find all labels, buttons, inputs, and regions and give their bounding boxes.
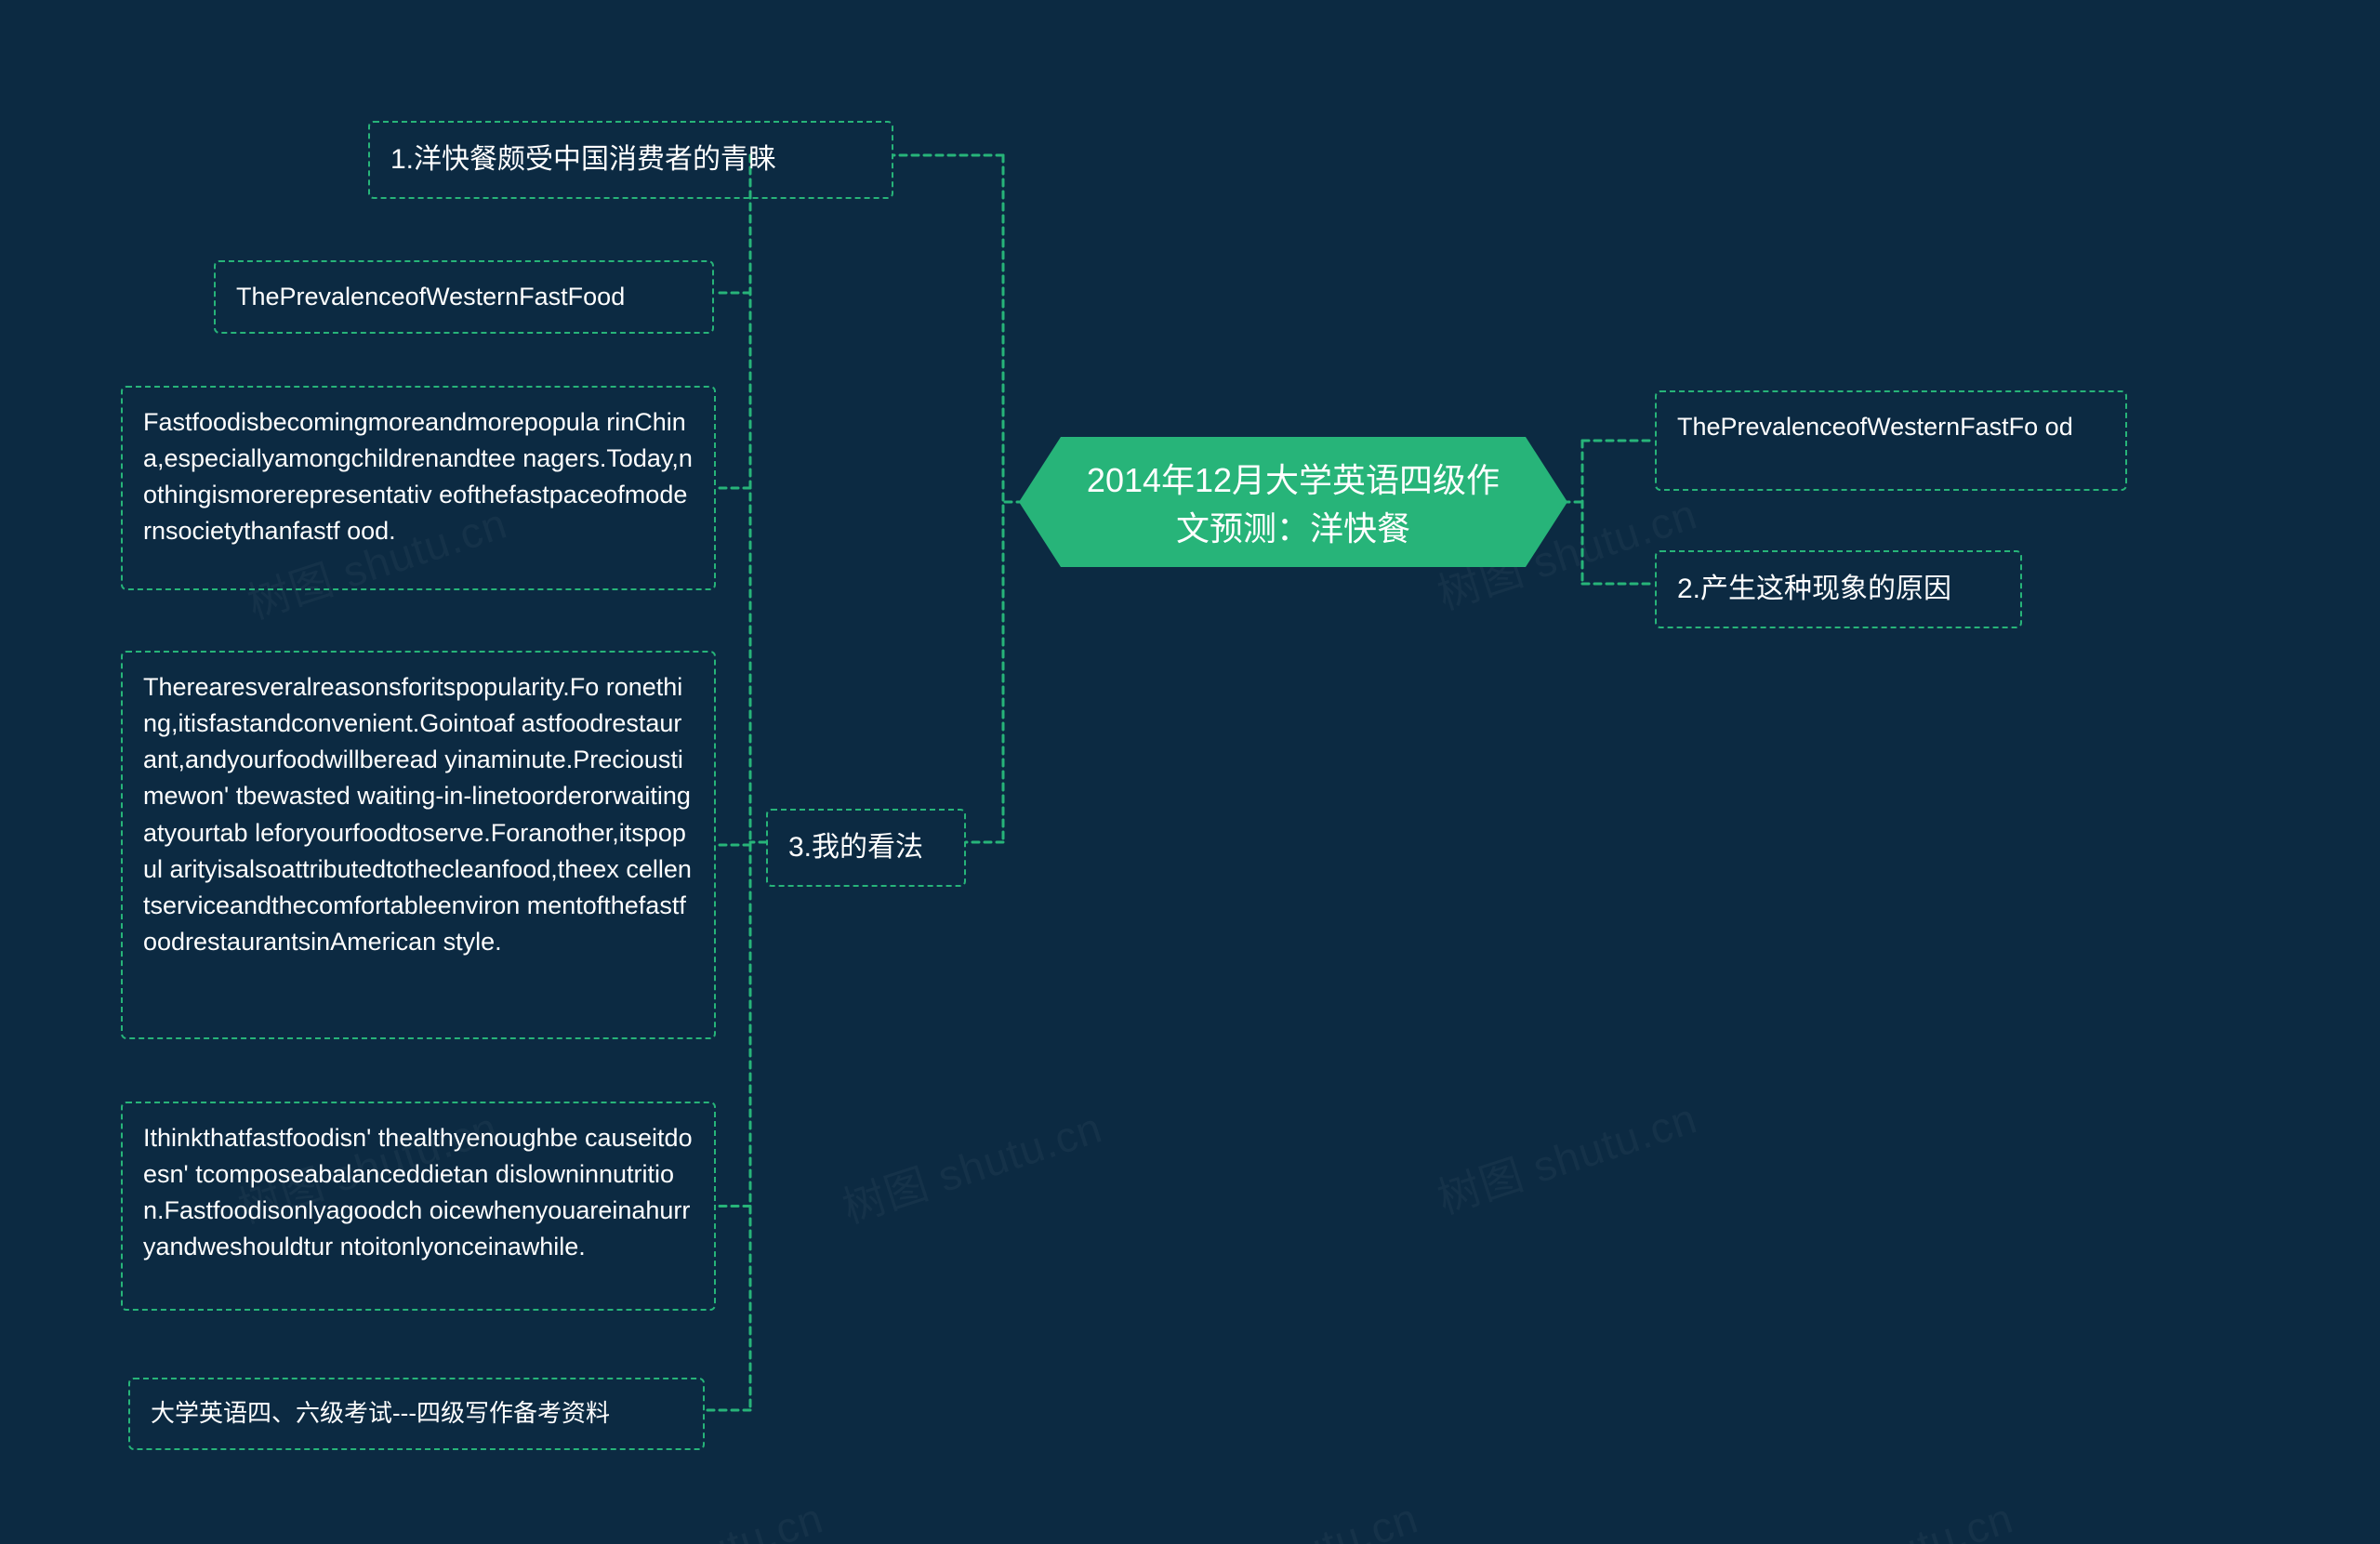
node-label: 大学英语四、六级考试---四级写作备考资料: [151, 1399, 610, 1427]
mindmap-node-r1[interactable]: ThePrevalenceofWesternFastFo od: [1655, 390, 2127, 491]
node-label: Ithinkthatfastfoodisn' thealthyenoughbe …: [143, 1124, 693, 1260]
mindmap-node-l7[interactable]: 3.我的看法: [766, 809, 966, 887]
center-label: 2014年12月大学英语四级作文预测：洋快餐: [1075, 454, 1512, 550]
node-label: ThePrevalenceofWesternFastFo od: [1677, 413, 2073, 441]
node-label: 1.洋快餐颇受中国消费者的青睐: [390, 144, 776, 175]
mindmap-node-l3[interactable]: Fastfoodisbecomingmoreandmorepopula rinC…: [121, 386, 716, 590]
mindmap-node-l2[interactable]: ThePrevalenceofWesternFastFood: [214, 260, 714, 334]
node-label: 3.我的看法: [788, 832, 923, 863]
node-label: ThePrevalenceofWesternFastFood: [236, 283, 625, 310]
node-label: Fastfoodisbecomingmoreandmorepopula rinC…: [143, 408, 693, 545]
node-label: Therearesveralreasonsforitspopularity.Fo…: [143, 673, 692, 956]
mindmap-node-l5[interactable]: Ithinkthatfastfoodisn' thealthyenoughbe …: [121, 1102, 716, 1311]
mindmap-node-l1[interactable]: 1.洋快餐颇受中国消费者的青睐: [368, 121, 893, 199]
mindmap-node-l4[interactable]: Therearesveralreasonsforitspopularity.Fo…: [121, 651, 716, 1039]
mindmap-node-r2[interactable]: 2.产生这种现象的原因: [1655, 550, 2022, 628]
mindmap-node-l6[interactable]: 大学英语四、六级考试---四级写作备考资料: [128, 1378, 705, 1450]
mindmap-center-node[interactable]: 2014年12月大学英语四级作文预测：洋快餐: [1019, 437, 1567, 567]
node-label: 2.产生这种现象的原因: [1677, 574, 1951, 604]
